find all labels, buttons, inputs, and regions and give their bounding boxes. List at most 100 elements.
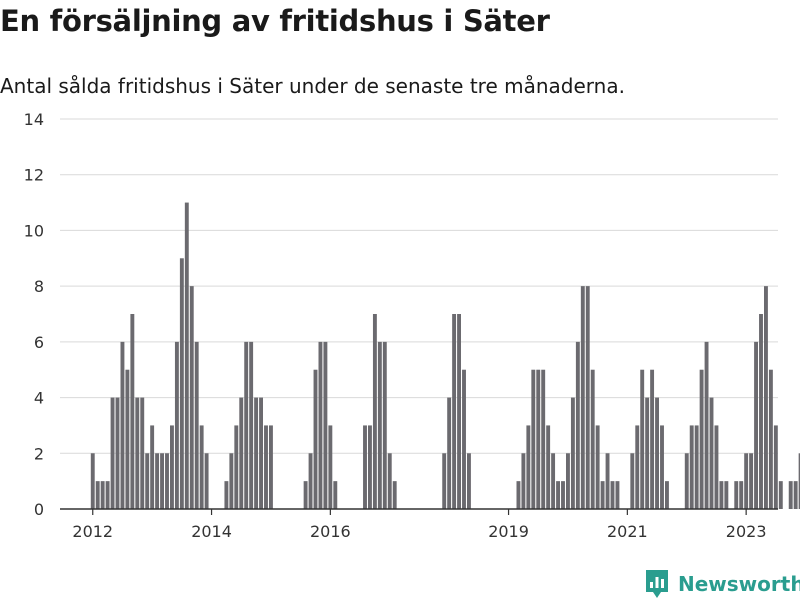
bar xyxy=(135,397,140,509)
bar xyxy=(462,369,466,509)
bar xyxy=(452,314,457,509)
bar xyxy=(313,369,318,509)
bar xyxy=(184,202,189,510)
bar xyxy=(645,397,650,509)
bar xyxy=(224,481,229,509)
bar xyxy=(170,425,174,509)
y-tick-label: 4 xyxy=(34,389,44,408)
bar xyxy=(239,397,244,509)
bar xyxy=(199,425,204,509)
bar xyxy=(798,453,800,509)
bar xyxy=(719,481,724,509)
bar xyxy=(174,341,179,509)
bar xyxy=(773,425,778,509)
bar xyxy=(541,369,546,509)
x-tick-label: 2019 xyxy=(488,522,529,541)
bar xyxy=(650,369,655,509)
bar xyxy=(585,286,590,509)
bar xyxy=(665,481,669,509)
brand-name: Newsworthy xyxy=(678,572,800,596)
bar xyxy=(724,481,729,509)
bar xyxy=(323,341,328,509)
bar xyxy=(778,481,783,509)
bar xyxy=(382,341,387,509)
bar xyxy=(264,425,268,509)
bar xyxy=(155,453,160,509)
bar xyxy=(526,425,531,509)
bar xyxy=(229,453,234,509)
newsworthy-logo[interactable]: Newsworthy xyxy=(644,568,800,600)
bar xyxy=(194,341,199,509)
newsworthy-logo-icon xyxy=(646,570,668,598)
bar xyxy=(684,453,689,509)
bar xyxy=(570,397,575,509)
bar xyxy=(249,341,254,509)
y-tick-label: 14 xyxy=(24,110,44,129)
bar xyxy=(551,453,556,509)
bar xyxy=(640,369,645,509)
bar xyxy=(580,286,585,509)
bar xyxy=(160,453,164,509)
x-tick-label: 2012 xyxy=(72,522,113,541)
bar xyxy=(630,453,635,509)
bar xyxy=(150,425,155,509)
bar xyxy=(600,481,605,509)
x-tick-label: 2021 xyxy=(607,522,648,541)
bar xyxy=(105,481,110,509)
bar xyxy=(467,453,471,509)
bar xyxy=(179,258,184,509)
bar xyxy=(303,481,308,509)
bar xyxy=(165,453,169,509)
bar xyxy=(516,481,521,509)
bar xyxy=(328,425,333,509)
bar xyxy=(318,341,323,509)
bar xyxy=(764,286,768,509)
bar xyxy=(615,481,620,509)
bar xyxy=(531,369,536,509)
bar xyxy=(392,481,397,509)
page-title: En försäljning av fritidshus i Säter xyxy=(0,4,550,38)
bar xyxy=(704,341,709,509)
bar xyxy=(457,314,461,509)
bar xyxy=(234,425,239,509)
bar xyxy=(754,341,758,509)
bar xyxy=(363,425,367,509)
y-tick-label: 12 xyxy=(24,166,44,185)
bar xyxy=(768,369,773,509)
bar xyxy=(521,453,526,509)
page-subtitle: Antal sålda fritidshus i Säter under de … xyxy=(0,74,625,98)
bar xyxy=(734,481,739,509)
bar xyxy=(788,481,793,509)
bar xyxy=(140,397,145,509)
bar xyxy=(566,453,570,509)
y-tick-label: 8 xyxy=(34,277,44,296)
bar xyxy=(145,453,150,509)
bar xyxy=(759,314,763,509)
bar-chart: 0246810121412012201420162019202120232025 xyxy=(24,110,800,541)
x-tick-label: 2023 xyxy=(726,522,767,541)
bar xyxy=(110,397,115,509)
bar xyxy=(660,425,664,509)
bar xyxy=(561,481,565,509)
y-tick-label: 6 xyxy=(34,333,44,352)
y-tick-label: 0 xyxy=(34,500,44,519)
bar xyxy=(90,453,95,509)
bar xyxy=(115,397,120,509)
bar xyxy=(130,314,135,509)
bar xyxy=(709,397,714,509)
bar xyxy=(536,369,541,509)
bar xyxy=(714,425,719,509)
x-tick-label: 2014 xyxy=(191,522,232,541)
bar xyxy=(387,453,392,509)
bar xyxy=(447,397,452,509)
bar xyxy=(694,425,699,509)
bar xyxy=(699,369,704,509)
bar xyxy=(269,425,273,509)
bar xyxy=(442,453,447,509)
x-tick-label: 2016 xyxy=(310,522,351,541)
bar xyxy=(635,425,640,509)
bar xyxy=(749,453,754,509)
bar xyxy=(605,453,610,509)
y-tick-label: 2 xyxy=(34,444,44,463)
bar xyxy=(372,314,377,509)
